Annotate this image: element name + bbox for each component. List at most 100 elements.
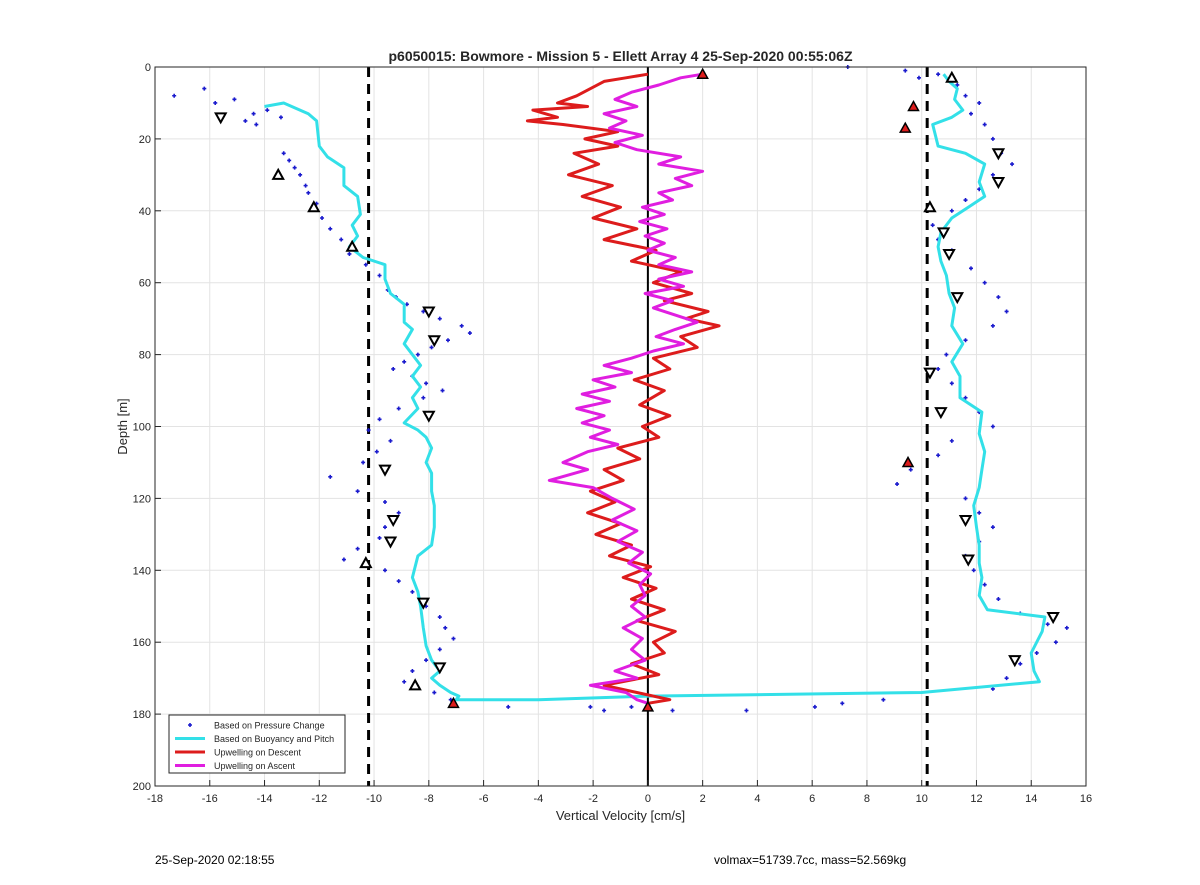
pressure-change-point: [467, 331, 472, 336]
pressure-change-point: [328, 474, 333, 479]
x-tick-label: -18: [147, 793, 163, 805]
up-triangle-marker: [408, 678, 422, 691]
pressure-change-point: [424, 658, 429, 663]
x-tick-label: 16: [1080, 793, 1092, 805]
pressure-change-point: [396, 510, 401, 515]
pressure-change-point: [202, 86, 207, 91]
y-tick-label: 180: [133, 709, 151, 721]
pressure-change-point: [410, 589, 415, 594]
pressure-change-point: [1053, 640, 1058, 645]
pressure-change-point: [895, 482, 900, 487]
pressure-change-point: [949, 438, 954, 443]
pressure-change-point: [977, 100, 982, 105]
pressure-change-point: [936, 366, 941, 371]
pressure-change-point: [339, 237, 344, 242]
pressure-change-point: [1018, 661, 1023, 666]
x-axis-label: Vertical Velocity [cm/s]: [556, 808, 685, 823]
pressure-change-point: [996, 597, 1001, 602]
pressure-change-point: [990, 525, 995, 530]
pressure-change-point: [366, 428, 371, 433]
pressure-change-point: [292, 165, 297, 170]
pressure-change-point: [377, 535, 382, 540]
pressure-change-point: [383, 499, 388, 504]
up-triangle-marker: [307, 200, 321, 213]
down-triangle-marker: [427, 335, 441, 348]
down-triangle-marker: [433, 662, 447, 675]
reference-lines: [367, 67, 929, 786]
pressure-change-point: [916, 75, 921, 80]
axis-ticks: -18 -16 -14 -12 -10 -8 -6 -4 -2 0 2 4 6 8 10 12 14 160204…: [133, 62, 1092, 805]
pressure-change-point: [328, 226, 333, 231]
x-tick-label: -2: [588, 793, 598, 805]
legend-entry-label: Based on Pressure Change: [214, 721, 325, 731]
pressure-change-point: [396, 406, 401, 411]
grid-lines: [154, 66, 1087, 787]
legend-entry-label: Upwelling on Ascent: [214, 761, 296, 771]
red-filled-marker: [447, 696, 460, 709]
pressure-change-point: [363, 262, 368, 267]
pressure-change-point: [355, 489, 360, 494]
pressure-change-point: [355, 546, 360, 551]
y-tick-label: 120: [133, 493, 151, 505]
pressure-change-point: [232, 97, 237, 102]
y-tick-label: 80: [139, 350, 151, 362]
pressure-change-point: [432, 690, 437, 695]
pressure-change-point: [1004, 309, 1009, 314]
pressure-change-point: [243, 118, 248, 123]
pressure-change-point: [391, 366, 396, 371]
pressure-change-point: [936, 453, 941, 458]
pressure-change-point: [287, 158, 292, 163]
legend-swatch-dots: [188, 723, 192, 727]
pressure-change-point: [930, 223, 935, 228]
pressure-change-point: [172, 93, 177, 98]
x-tick-label: 12: [970, 793, 982, 805]
red-filled-marker: [696, 67, 709, 79]
pressure-change-point: [251, 111, 256, 116]
pressure-change-point: [383, 568, 388, 573]
pressure-change-point: [281, 151, 286, 156]
series-upwelling-ascent: [547, 72, 705, 705]
pressure-change-point: [990, 424, 995, 429]
x-tick-label: -16: [202, 793, 218, 805]
pressure-change-point: [303, 183, 308, 188]
legend-entry-label: Upwelling on Descent: [214, 748, 302, 758]
series-buoyancy-pitch: [264, 73, 1047, 702]
pressure-change-point: [990, 136, 995, 141]
x-tick-label: -6: [479, 793, 489, 805]
pressure-change-point: [341, 557, 346, 562]
y-tick-label: 40: [139, 206, 151, 218]
pressure-change-point: [990, 323, 995, 328]
pressure-change-point: [402, 679, 407, 684]
pressure-change-point: [265, 108, 270, 113]
pressure-change-point: [881, 697, 886, 702]
pressure-change-point: [1045, 622, 1050, 627]
down-triangle-marker: [991, 148, 1006, 161]
pressure-change-point: [437, 647, 442, 652]
down-triangle-marker: [958, 514, 973, 528]
up-triangle-marker: [923, 200, 937, 213]
x-tick-label: 8: [864, 793, 870, 805]
series-upwelling-descent: [525, 72, 721, 705]
y-tick-label: 20: [139, 134, 151, 146]
up-triangle-marker: [359, 556, 373, 569]
down-triangle-marker: [950, 292, 965, 305]
x-tick-label: -12: [311, 793, 327, 805]
down-triangle-marker: [214, 112, 228, 125]
x-tick-label: 14: [1025, 793, 1037, 805]
pressure-change-point: [437, 615, 442, 620]
pressure-change-point: [451, 636, 456, 641]
pressure-change-point: [410, 668, 415, 673]
pressure-change-point: [840, 701, 845, 706]
pressure-change-point: [971, 568, 976, 573]
x-tick-label: -14: [257, 793, 273, 805]
pressure-change-point: [347, 251, 352, 256]
pressure-change-point: [320, 215, 325, 220]
marker-layer: [214, 67, 1060, 712]
x-tick-label: 2: [700, 793, 706, 805]
red-filled-marker: [907, 100, 920, 112]
up-triangle-marker: [945, 70, 959, 83]
y-tick-label: 100: [133, 422, 151, 434]
pressure-change-point: [963, 338, 968, 343]
down-triangle-marker: [422, 410, 436, 423]
